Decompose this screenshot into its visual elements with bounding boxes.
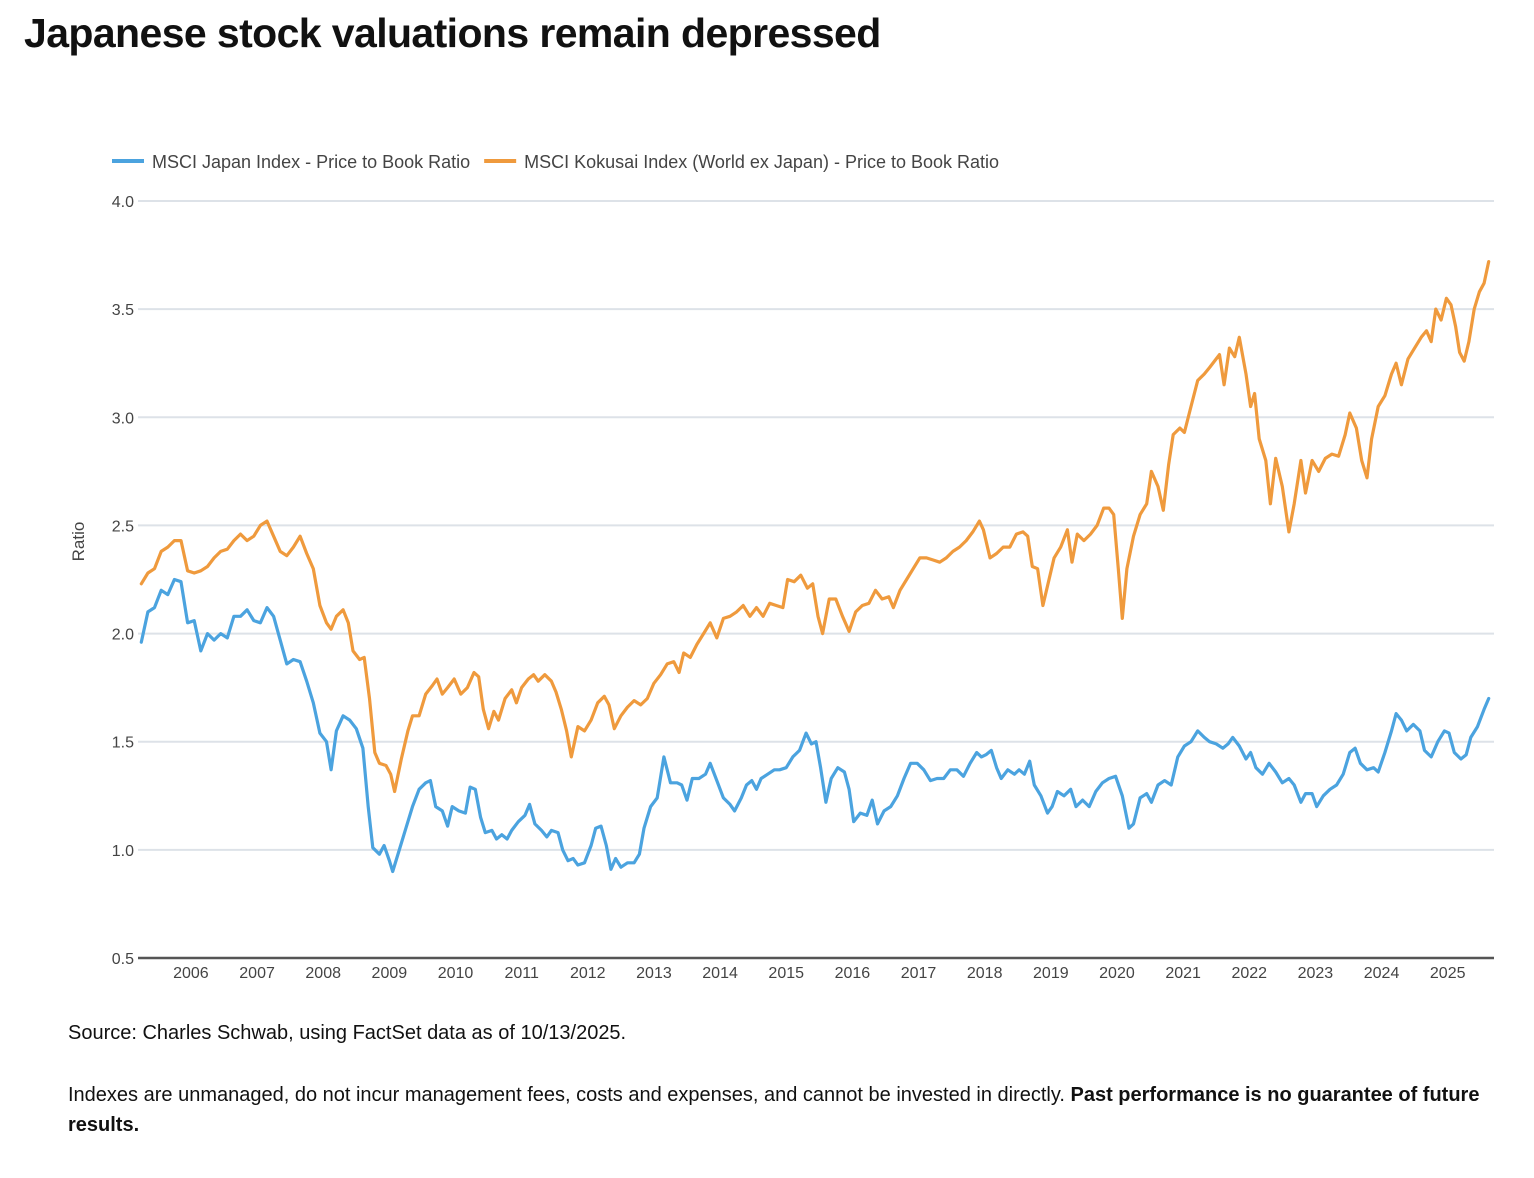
disclaimer-bold-text: Past performance is no guarantee of futu… <box>68 1084 1480 1136</box>
legend-label-2: MSCI Kokusai Index (World ex Japan) - Pr… <box>524 152 999 172</box>
x-tick-label-2007: 2007 <box>239 965 275 982</box>
line-chart: MSCI Japan Index - Price to Book Ratio MS… <box>69 152 1494 982</box>
y-tick-label-1.0: 1.0 <box>112 843 134 860</box>
x-tick-label-2017: 2017 <box>901 965 937 982</box>
y-axis-ticks: 0.5 1.0 1.5 2.0 2.5 3.0 3.5 4.0 <box>112 194 134 968</box>
y-tick-label-3.5: 3.5 <box>112 302 134 319</box>
x-tick-label-2010: 2010 <box>438 965 474 982</box>
chart-gridlines <box>138 200 1494 960</box>
x-tick-label-2013: 2013 <box>636 965 672 982</box>
y-axis-label: Ratio <box>69 522 88 562</box>
y-tick-label-3.0: 3.0 <box>112 410 134 427</box>
x-axis-ticks: 2006 2007 2008 2009 2010 2011 2012 2013 2014 2015… <box>173 965 1465 982</box>
x-tick-label-2024: 2024 <box>1364 965 1400 982</box>
x-tick-label-2006: 2006 <box>173 965 209 982</box>
disclaimer: Indexes are unmanaged, do not incur mana… <box>68 1080 1498 1140</box>
x-tick-label-2023: 2023 <box>1298 965 1334 982</box>
x-tick-label-2025: 2025 <box>1430 965 1466 982</box>
x-tick-label-2022: 2022 <box>1231 965 1267 982</box>
chart-legend: MSCI Japan Index - Price to Book Ratio MS… <box>112 152 999 172</box>
source-note: Source: Charles Schwab, using FactSet da… <box>68 1022 627 1044</box>
x-tick-label-2019: 2019 <box>1033 965 1069 982</box>
x-tick-label-2020: 2020 <box>1099 965 1135 982</box>
x-tick-label-2014: 2014 <box>702 965 738 982</box>
x-tick-label-2015: 2015 <box>768 965 804 982</box>
x-tick-label-2009: 2009 <box>372 965 408 982</box>
chart-series <box>139 260 1491 874</box>
x-tick-label-2012: 2012 <box>570 965 606 982</box>
x-tick-label-2018: 2018 <box>967 965 1003 982</box>
y-tick-label-1.5: 1.5 <box>112 735 134 752</box>
x-tick-label-2021: 2021 <box>1165 965 1201 982</box>
y-tick-label-0.5: 0.5 <box>112 951 134 968</box>
series-line-1 <box>139 577 1491 874</box>
x-tick-label-2016: 2016 <box>835 965 871 982</box>
series-line-2 <box>139 260 1491 794</box>
y-tick-label-2.5: 2.5 <box>112 518 134 535</box>
legend-label-1: MSCI Japan Index - Price to Book Ratio <box>152 152 470 172</box>
x-tick-label-2011: 2011 <box>504 965 539 982</box>
y-tick-label-2.0: 2.0 <box>112 627 134 644</box>
disclaimer-text: Indexes are unmanaged, do not incur mana… <box>68 1084 1071 1106</box>
page-title: Japanese stock valuations remain depress… <box>24 10 881 56</box>
y-tick-label-4.0: 4.0 <box>112 194 134 211</box>
x-tick-label-2008: 2008 <box>305 965 341 982</box>
